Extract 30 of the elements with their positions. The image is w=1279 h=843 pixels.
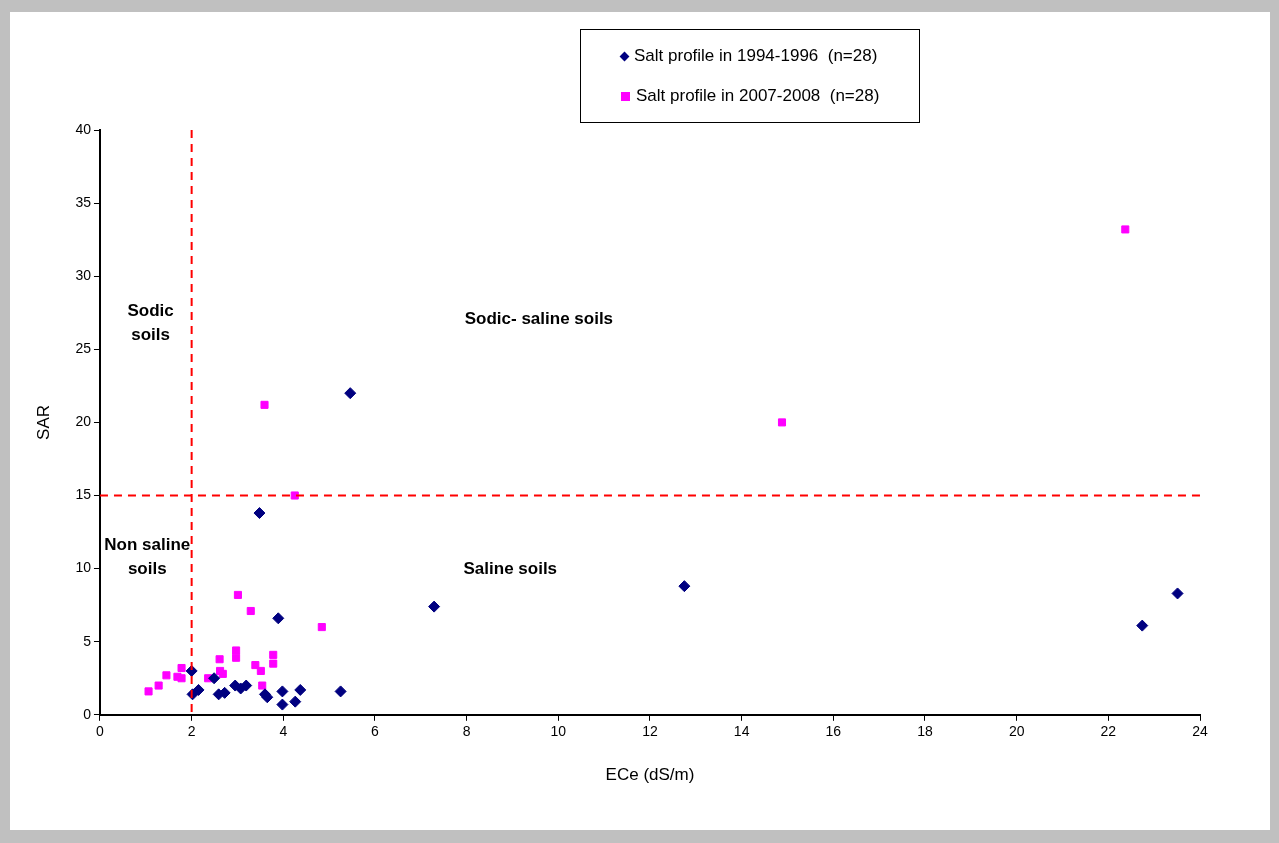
legend-label: Salt profile in 1994-1996 (n=28) xyxy=(634,46,878,66)
y-tick-label: 10 xyxy=(75,559,92,576)
x-tick-label: 4 xyxy=(279,723,288,740)
x-tick-label: 20 xyxy=(1008,723,1025,740)
annotation: Sodic- saline soils xyxy=(464,308,614,328)
x-tick-label: 8 xyxy=(462,723,471,740)
y-tick-label: 35 xyxy=(75,193,92,210)
x-tick-label: 0 xyxy=(96,723,105,740)
annotation: Non saline soils xyxy=(104,534,191,578)
x-tick-label: 16 xyxy=(825,723,842,740)
annotation: Sodic soils xyxy=(127,300,174,344)
x-tick-label: 22 xyxy=(1100,723,1117,740)
x-tick-label: 18 xyxy=(917,723,933,740)
y-tick-label: 30 xyxy=(75,267,92,284)
y-tick-label: 5 xyxy=(83,632,92,649)
x-tick-label: 6 xyxy=(371,723,380,740)
y-tick-label: 25 xyxy=(75,340,92,357)
y-tick-label: 40 xyxy=(75,120,92,137)
x-tick-label: 12 xyxy=(642,723,658,740)
y-tick-label: 15 xyxy=(75,486,92,503)
x-tick-label: 24 xyxy=(1192,723,1208,740)
x-tick-label: 2 xyxy=(187,723,196,740)
x-tick-label: 14 xyxy=(733,723,750,740)
y-axis-title: SAR xyxy=(33,404,53,440)
annotation: Saline soils xyxy=(463,558,558,578)
y-tick-label: 0 xyxy=(83,705,92,722)
x-axis-title: ECe (dS/m) xyxy=(605,765,695,785)
legend-label: Salt profile in 2007-2008 (n=28) xyxy=(636,86,880,106)
y-tick-label: 20 xyxy=(75,413,92,430)
x-tick-label: 10 xyxy=(550,723,567,740)
